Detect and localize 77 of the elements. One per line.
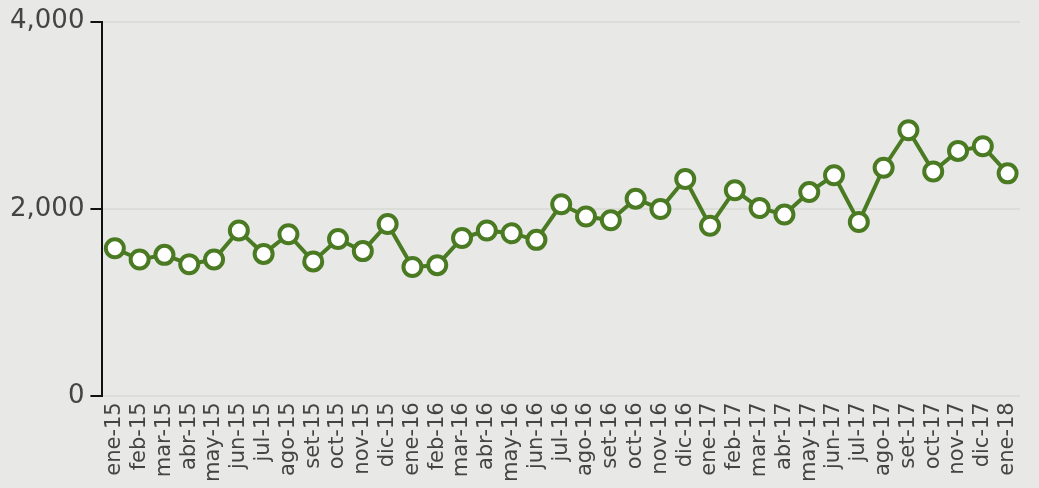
- x-tick-label: feb-15: [126, 402, 151, 471]
- point: [699, 214, 722, 237]
- x-tick-label: jun-16: [522, 402, 547, 471]
- point: [575, 205, 598, 228]
- point: [723, 179, 746, 202]
- point: [153, 243, 176, 266]
- x-tick-label: set-15: [299, 402, 324, 469]
- x-tick-label: feb-17: [721, 402, 746, 471]
- point: [599, 209, 622, 232]
- x-tick-label: ene-17: [696, 402, 721, 476]
- point: [550, 193, 573, 216]
- point: [847, 211, 870, 234]
- x-tick-label: jul-17: [845, 402, 870, 463]
- point: [376, 212, 399, 235]
- x-tick-label: nov-15: [349, 402, 374, 475]
- point: [773, 203, 796, 226]
- x-tick-label: dic-15: [374, 402, 399, 468]
- y-tick-label: 4,000: [10, 4, 85, 35]
- x-tick-label: abr-15: [175, 402, 200, 471]
- point: [922, 160, 945, 183]
- x-tick-label: ene-18: [994, 402, 1019, 476]
- x-tick-label: ago-15: [274, 402, 299, 477]
- x-tick-label: oct-17: [919, 402, 944, 470]
- point: [426, 254, 449, 277]
- point: [252, 242, 275, 265]
- x-tick-label: feb-16: [423, 402, 448, 471]
- point: [748, 197, 771, 220]
- point: [327, 227, 350, 250]
- point: [128, 248, 151, 271]
- point: [500, 222, 523, 245]
- x-tick-label: jul-15: [250, 402, 275, 463]
- x-tick-label: set-17: [894, 402, 919, 469]
- y-tick-label: 0: [67, 379, 85, 410]
- x-tick-label: may-16: [498, 402, 523, 482]
- point: [227, 219, 250, 242]
- x-tick-label: oct-16: [622, 402, 647, 470]
- x-tick-label: mar-17: [746, 402, 771, 478]
- point: [103, 237, 126, 260]
- point: [302, 250, 325, 273]
- x-tick-label: nov-16: [646, 402, 671, 475]
- x-tick-label: mar-16: [448, 402, 473, 478]
- point: [624, 187, 647, 210]
- point: [203, 248, 226, 271]
- x-tick-label: abr-16: [473, 402, 498, 471]
- x-tick-label: jul-16: [547, 402, 572, 463]
- point: [525, 228, 548, 251]
- point: [823, 164, 846, 187]
- point: [996, 162, 1019, 185]
- point: [897, 119, 920, 142]
- x-tick-label: abr-17: [770, 402, 795, 471]
- y-tick-label: 2,000: [10, 191, 85, 222]
- point: [351, 240, 374, 263]
- x-tick-label: may-17: [795, 402, 820, 482]
- x-tick-label: oct-15: [324, 402, 349, 470]
- point: [277, 223, 300, 246]
- x-tick-label: may-15: [200, 402, 225, 482]
- x-tick-label: jun-17: [820, 402, 845, 471]
- x-tick-label: ene-15: [101, 402, 126, 476]
- x-tick-label: mar-15: [150, 402, 175, 478]
- x-tick-label: set-16: [597, 402, 622, 469]
- x-tick-label: ago-16: [572, 402, 597, 477]
- point: [674, 167, 697, 190]
- x-tick-label: jun-15: [225, 402, 250, 471]
- point: [451, 227, 474, 249]
- x-tick-label: dic-17: [969, 402, 994, 468]
- x-tick-label: dic-16: [671, 402, 696, 468]
- point: [649, 197, 672, 220]
- x-tick-label: ene-16: [398, 402, 423, 476]
- x-tick-label: nov-17: [944, 402, 969, 475]
- point: [971, 135, 994, 158]
- point: [475, 219, 498, 242]
- point: [872, 156, 895, 179]
- point: [401, 256, 424, 279]
- x-tick-label: ago-17: [870, 402, 895, 477]
- point: [178, 253, 201, 276]
- point: [947, 139, 970, 162]
- point: [798, 181, 821, 204]
